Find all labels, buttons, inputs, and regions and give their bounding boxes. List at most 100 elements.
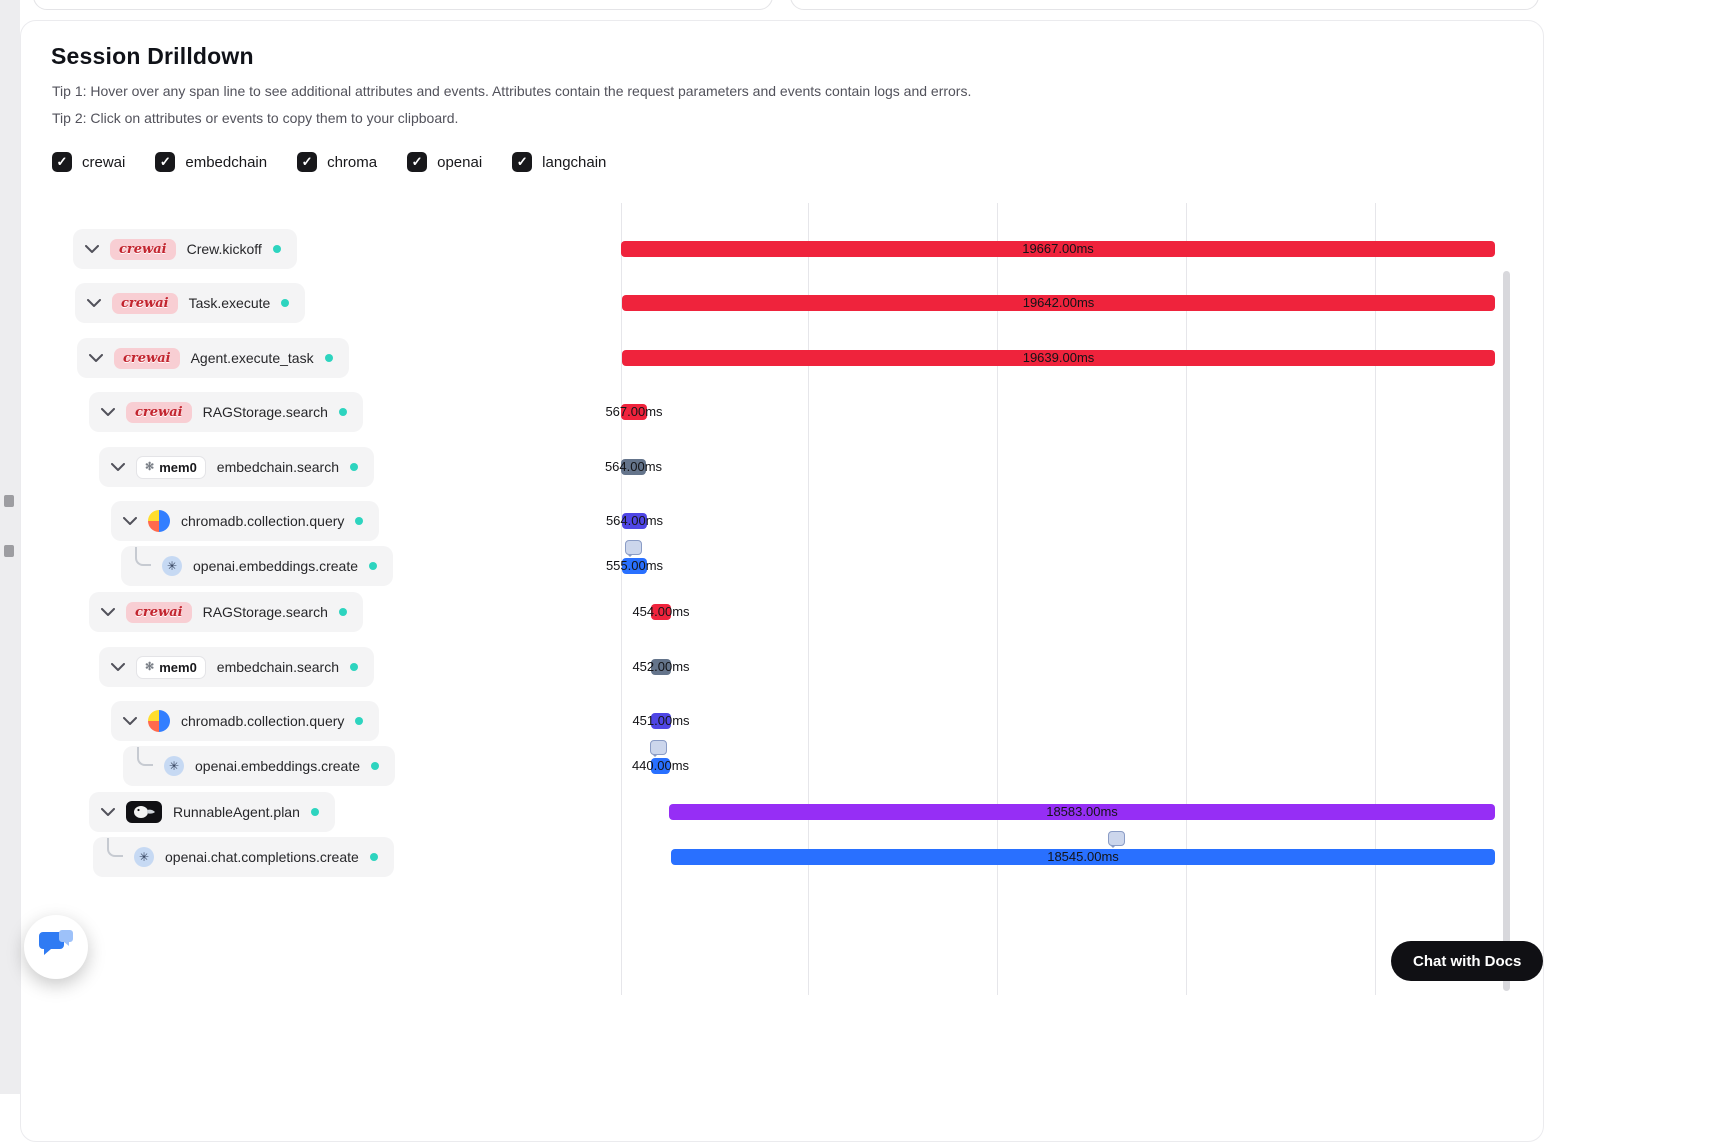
chevron-down-icon[interactable]	[111, 463, 125, 471]
span-row: ✳ openai.embeddings.create 440.00ms	[21, 739, 1521, 786]
filter-langchain[interactable]: ✓ langchain	[512, 152, 606, 172]
span-row: chromadb.collection.query 451.00ms	[21, 694, 1521, 741]
span-row-label[interactable]: ✳ openai.embeddings.create	[121, 546, 394, 586]
span-name-label: RAGStorage.search	[202, 404, 328, 420]
span-duration-bar[interactable]	[622, 295, 1495, 311]
span-duration-bar[interactable]	[669, 804, 1495, 820]
checkbox-checked-icon[interactable]: ✓	[297, 152, 318, 172]
event-bubble-icon[interactable]	[650, 740, 667, 757]
status-dot-icon	[324, 354, 333, 362]
crewai-logo-icon: crewai	[110, 238, 176, 260]
span-name-label: Agent.execute_task	[190, 350, 314, 366]
span-duration-bar[interactable]	[651, 604, 671, 620]
crewai-logo-icon: crewai	[126, 601, 192, 623]
chevron-down-icon[interactable]	[123, 717, 137, 725]
span-name-label: embedchain.search	[216, 459, 339, 475]
span-duration-bar[interactable]	[671, 849, 1495, 865]
span-row: crewai Crew.kickoff 19667.00ms	[21, 222, 1521, 276]
span-name-label: chromadb.collection.query	[181, 713, 345, 729]
gridline	[1375, 203, 1376, 995]
filter-chroma[interactable]: ✓ chroma	[297, 152, 377, 172]
page-title: Session Drilldown	[51, 43, 254, 69]
span-name-label: openai.embeddings.create	[193, 558, 359, 574]
filter-label: openai	[437, 153, 483, 171]
span-row-label[interactable]: ✻ mem0 embedchain.search	[99, 447, 374, 487]
openai-logo-icon: ✳	[162, 556, 182, 576]
span-name-label: openai.chat.completions.create	[165, 849, 359, 865]
filter-embedchain[interactable]: ✓ embedchain	[155, 152, 267, 172]
span-duration-bar[interactable]	[651, 758, 670, 774]
status-dot-icon	[338, 408, 347, 416]
span-duration-bar[interactable]	[622, 558, 647, 574]
chevron-down-icon[interactable]	[85, 245, 99, 253]
tip-1-text: Tip 1: Hover over any span line to see a…	[52, 83, 972, 99]
span-duration-bar[interactable]	[622, 350, 1495, 366]
span-row: chromadb.collection.query 564.00ms	[21, 494, 1521, 541]
span-row: crewai Agent.execute_task 19639.00ms	[21, 331, 1521, 385]
chevron-down-icon[interactable]	[101, 608, 115, 616]
openai-logo-icon: ✳	[164, 756, 184, 776]
chevron-down-icon[interactable]	[101, 808, 115, 816]
span-duration-bar[interactable]	[651, 659, 671, 675]
chevron-down-icon[interactable]	[123, 517, 137, 525]
langchain-logo-icon	[126, 801, 162, 823]
chevron-down-icon[interactable]	[111, 663, 125, 671]
span-name-label: Task.execute	[188, 295, 271, 311]
chat-with-docs-button[interactable]: Chat with Docs	[1391, 941, 1544, 981]
span-duration-bar[interactable]	[621, 241, 1495, 257]
status-dot-icon	[338, 608, 347, 616]
span-row: ✳ openai.chat.completions.create 18545.00m…	[21, 830, 1521, 884]
span-name-label: chromadb.collection.query	[181, 513, 345, 529]
chevron-down-icon[interactable]	[89, 354, 103, 362]
filter-label: langchain	[542, 153, 607, 171]
flower-icon: ✻	[145, 460, 155, 473]
chevron-down-icon[interactable]	[87, 299, 101, 307]
status-dot-icon	[310, 808, 319, 816]
event-bubble-icon[interactable]	[625, 540, 642, 557]
span-row: crewai RAGStorage.search 567.00ms	[21, 385, 1521, 440]
tip-2-text: Tip 2: Click on attributes or events to …	[52, 110, 459, 126]
span-row-label[interactable]: chromadb.collection.query	[111, 701, 380, 741]
top-panel-right	[790, 0, 1539, 10]
chevron-down-icon[interactable]	[101, 408, 115, 416]
span-duration-bar[interactable]	[622, 513, 647, 529]
span-duration-bar[interactable]	[621, 404, 647, 420]
checkbox-checked-icon[interactable]: ✓	[155, 152, 176, 172]
span-duration-bar[interactable]	[651, 713, 671, 729]
status-dot-icon	[369, 562, 378, 570]
span-row-label[interactable]: crewai RAGStorage.search	[89, 592, 363, 632]
elbow-connector-icon	[107, 838, 123, 857]
span-row: ✳ openai.embeddings.create 555.00ms	[21, 539, 1521, 586]
scrollbar-thumb[interactable]	[1503, 271, 1510, 991]
span-row-label[interactable]: crewai RAGStorage.search	[89, 392, 363, 432]
chat-widget-button[interactable]	[24, 915, 88, 979]
gridline	[621, 203, 622, 995]
mem0-logo-icon: ✻ mem0	[136, 455, 206, 479]
top-panel-left	[33, 0, 773, 10]
elbow-connector-icon	[137, 747, 153, 766]
span-name-label: RunnableAgent.plan	[173, 804, 300, 820]
trace-waterfall: crewai Crew.kickoff 19667.00ms crewai Task.e…	[21, 203, 1521, 995]
status-dot-icon	[371, 762, 380, 770]
span-row-label[interactable]: crewai Agent.execute_task	[77, 338, 349, 378]
event-bubble-icon[interactable]	[1108, 831, 1125, 848]
span-row: crewai Task.execute 19642.00ms	[21, 276, 1521, 331]
filter-crewai[interactable]: ✓ crewai	[52, 152, 125, 172]
status-dot-icon	[272, 245, 281, 253]
crewai-logo-icon: crewai	[112, 292, 178, 314]
span-row-label[interactable]: ✳ openai.embeddings.create	[123, 746, 396, 786]
checkbox-checked-icon[interactable]: ✓	[407, 152, 428, 172]
span-duration-bar[interactable]	[621, 459, 646, 475]
status-dot-icon	[369, 853, 378, 861]
checkbox-checked-icon[interactable]: ✓	[512, 152, 533, 172]
window-edge-strip	[0, 0, 20, 1094]
span-row-label[interactable]: ✳ openai.chat.completions.create	[93, 837, 394, 877]
span-row-label[interactable]: RunnableAgent.plan	[89, 792, 335, 832]
span-row-label[interactable]: crewai Task.execute	[75, 283, 306, 323]
span-row-label[interactable]: chromadb.collection.query	[111, 501, 380, 541]
span-row-label[interactable]: crewai Crew.kickoff	[73, 229, 297, 269]
filter-openai[interactable]: ✓ openai	[407, 152, 482, 172]
checkbox-checked-icon[interactable]: ✓	[52, 152, 72, 172]
span-row-label[interactable]: ✻ mem0 embedchain.search	[99, 647, 374, 687]
span-name-label: openai.embeddings.create	[195, 758, 361, 774]
